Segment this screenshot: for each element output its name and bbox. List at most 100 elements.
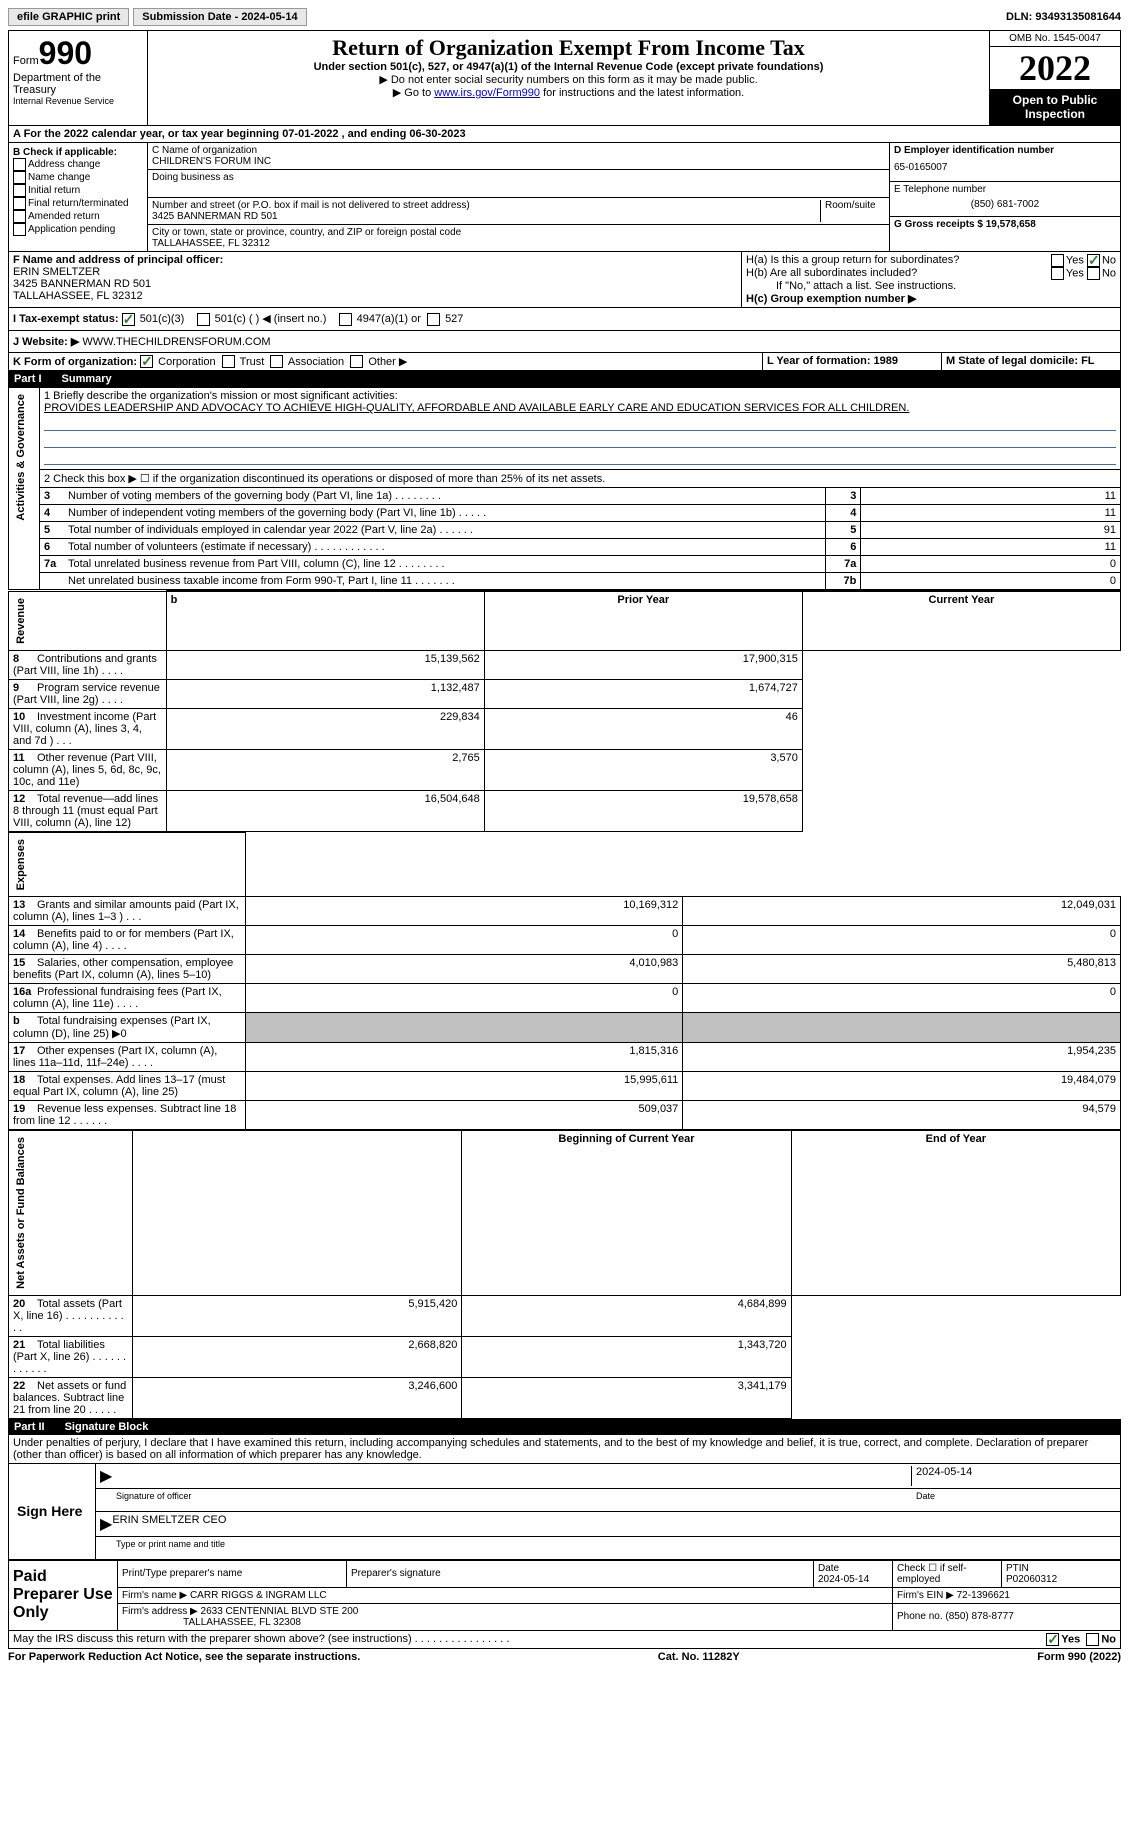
city-value: TALLAHASSEE, FL 32312 <box>152 238 885 249</box>
type-name-label: Type or print name and title <box>116 1539 225 1557</box>
discuss-row: May the IRS discuss this return with the… <box>8 1631 1121 1649</box>
city-label: City or town, state or province, country… <box>152 227 885 238</box>
table-row: 18Total expenses. Add lines 13–17 (must … <box>9 1071 1121 1100</box>
line1-text: PROVIDES LEADERSHIP AND ADVOCACY TO ACHI… <box>44 402 1116 414</box>
hb-label: H(b) Are all subordinates included? <box>746 267 917 280</box>
officer-h-row: F Name and address of principal officer:… <box>8 252 1121 308</box>
check-address-change[interactable] <box>13 158 26 171</box>
line2: 2 Check this box ▶ ☐ if the organization… <box>40 470 1121 488</box>
table-row: 17Other expenses (Part IX, column (A), l… <box>9 1042 1121 1071</box>
check-application[interactable] <box>13 223 26 236</box>
paid-prep-label: Paid Preparer Use Only <box>9 1560 118 1630</box>
table-row: 20Total assets (Part X, line 16) . . . .… <box>9 1295 1121 1336</box>
row-k: K Form of organization: Corporation Trus… <box>8 353 1121 372</box>
footer-left: For Paperwork Reduction Act Notice, see … <box>8 1651 360 1663</box>
table-row: Net unrelated business taxable income fr… <box>9 573 1121 590</box>
firm-addr1: 2633 CENTENNIAL BLVD STE 200 <box>201 1606 359 1617</box>
check-amended[interactable] <box>13 210 26 223</box>
check-501c3[interactable] <box>122 313 135 326</box>
officer-addr2: TALLAHASSEE, FL 32312 <box>13 290 737 302</box>
note-ssn: ▶ Do not enter social security numbers o… <box>152 73 985 86</box>
hb-no[interactable] <box>1087 267 1100 280</box>
table-row: 13Grants and similar amounts paid (Part … <box>9 896 1121 925</box>
form-title: Return of Organization Exempt From Incom… <box>152 35 985 61</box>
hb-yes[interactable] <box>1051 267 1064 280</box>
check-self-employed: Check ☐ if self-employed <box>893 1560 1002 1587</box>
website-row: J Website: ▶ WWW.THECHILDRENSFORUM.COM <box>8 331 1121 353</box>
table-row: 16aProfessional fundraising fees (Part I… <box>9 983 1121 1012</box>
discuss-yes[interactable] <box>1046 1633 1059 1646</box>
dept-treasury: Department of the Treasury <box>13 72 143 96</box>
check-trust[interactable] <box>222 355 235 368</box>
vert-netassets: Net Assets or Fund Balances <box>13 1133 29 1293</box>
current-year-hdr: Current Year <box>929 594 995 606</box>
check-corp[interactable] <box>140 355 153 368</box>
irs-label: Internal Revenue Service <box>13 96 143 106</box>
room-label: Room/suite <box>820 200 885 222</box>
phone-label: E Telephone number <box>894 184 1116 195</box>
check-assoc[interactable] <box>270 355 283 368</box>
row-a: A For the 2022 calendar year, or tax yea… <box>8 126 1121 143</box>
table-row: 19Revenue less expenses. Subtract line 1… <box>9 1100 1121 1129</box>
state-domicile: M State of legal domicile: FL <box>941 353 1120 371</box>
check-501c[interactable] <box>197 313 210 326</box>
footer-right: Form 990 (2022) <box>1037 1651 1121 1663</box>
summary-table: Activities & Governance 1 Briefly descri… <box>8 387 1121 590</box>
discuss-no[interactable] <box>1086 1633 1099 1646</box>
ptin-value: P02060312 <box>1006 1574 1057 1585</box>
check-final-return[interactable] <box>13 197 26 210</box>
ha-yes[interactable] <box>1051 254 1064 267</box>
ein-label: D Employer identification number <box>894 145 1054 156</box>
table-row: 8Contributions and grants (Part VIII, li… <box>9 650 1121 679</box>
firm-addr2: TALLAHASSEE, FL 32308 <box>183 1617 301 1628</box>
prep-name-label: Print/Type preparer's name <box>122 1568 242 1579</box>
line1-label: 1 Briefly describe the organization's mi… <box>44 390 1116 402</box>
addr-label: Number and street (or P.O. box if mail i… <box>152 200 820 211</box>
ha-label: H(a) Is this a group return for subordin… <box>746 254 959 267</box>
hc-label: H(c) Group exemption number ▶ <box>746 292 1116 305</box>
dln: DLN: 93493135081644 <box>1006 11 1121 23</box>
efile-button[interactable]: efile GRAPHIC print <box>8 8 129 26</box>
check-other[interactable] <box>350 355 363 368</box>
year-formation: L Year of formation: 1989 <box>762 353 941 371</box>
preparer-table: Paid Preparer Use Only Print/Type prepar… <box>8 1560 1121 1631</box>
sig-officer-label: Signature of officer <box>116 1491 916 1509</box>
vert-revenue: Revenue <box>13 594 29 648</box>
table-row: 9Program service revenue (Part VIII, lin… <box>9 679 1121 708</box>
irs-link[interactable]: www.irs.gov/Form990 <box>434 87 540 99</box>
expenses-table: Expenses 13Grants and similar amounts pa… <box>8 832 1121 1130</box>
table-row: 11Other revenue (Part VIII, column (A), … <box>9 749 1121 790</box>
eoy-hdr: End of Year <box>926 1133 986 1145</box>
section-b: B Check if applicable: Address change Na… <box>9 143 148 251</box>
check-name-change[interactable] <box>13 171 26 184</box>
table-row: 6Total number of volunteers (estimate if… <box>9 539 1121 556</box>
website-value: WWW.THECHILDRENSFORUM.COM <box>82 336 270 348</box>
tax-status-row: I Tax-exempt status: 501(c)(3) 501(c) ( … <box>8 308 1121 331</box>
table-row: 5Total number of individuals employed in… <box>9 522 1121 539</box>
officer-name: ERIN SMELTZER <box>13 266 737 278</box>
officer-addr1: 3425 BANNERMAN RD 501 <box>13 278 737 290</box>
vert-activities: Activities & Governance <box>13 390 29 525</box>
penalty-text: Under penalties of perjury, I declare th… <box>8 1435 1121 1464</box>
firm-ein: 72-1396621 <box>957 1590 1010 1601</box>
sign-here-label: Sign Here <box>9 1464 95 1559</box>
ha-no[interactable] <box>1087 254 1100 267</box>
table-row: 21Total liabilities (Part X, line 26) . … <box>9 1336 1121 1377</box>
revenue-table: Revenue b Prior Year Current Year 8Contr… <box>8 590 1121 831</box>
check-527[interactable] <box>427 313 440 326</box>
firm-name: CARR RIGGS & INGRAM LLC <box>190 1590 327 1601</box>
top-bar: efile GRAPHIC print Submission Date - 20… <box>8 8 1121 26</box>
org-name-label: C Name of organization <box>152 145 885 156</box>
sign-here-block: Sign Here ▶ 2024-05-14 Signature of offi… <box>8 1464 1121 1560</box>
part1-header: Part I Summary <box>8 371 1121 387</box>
ein-value: 65-0165007 <box>894 156 1116 179</box>
prep-sig-label: Preparer's signature <box>351 1568 441 1579</box>
officer-label: F Name and address of principal officer: <box>13 254 223 266</box>
table-row: 15Salaries, other compensation, employee… <box>9 954 1121 983</box>
table-row: 22Net assets or fund balances. Subtract … <box>9 1377 1121 1418</box>
form-header: Form990 Department of the Treasury Inter… <box>8 30 1121 126</box>
check-4947[interactable] <box>339 313 352 326</box>
check-initial-return[interactable] <box>13 184 26 197</box>
table-row: 12Total revenue—add lines 8 through 11 (… <box>9 790 1121 831</box>
dba-label: Doing business as <box>152 172 885 183</box>
